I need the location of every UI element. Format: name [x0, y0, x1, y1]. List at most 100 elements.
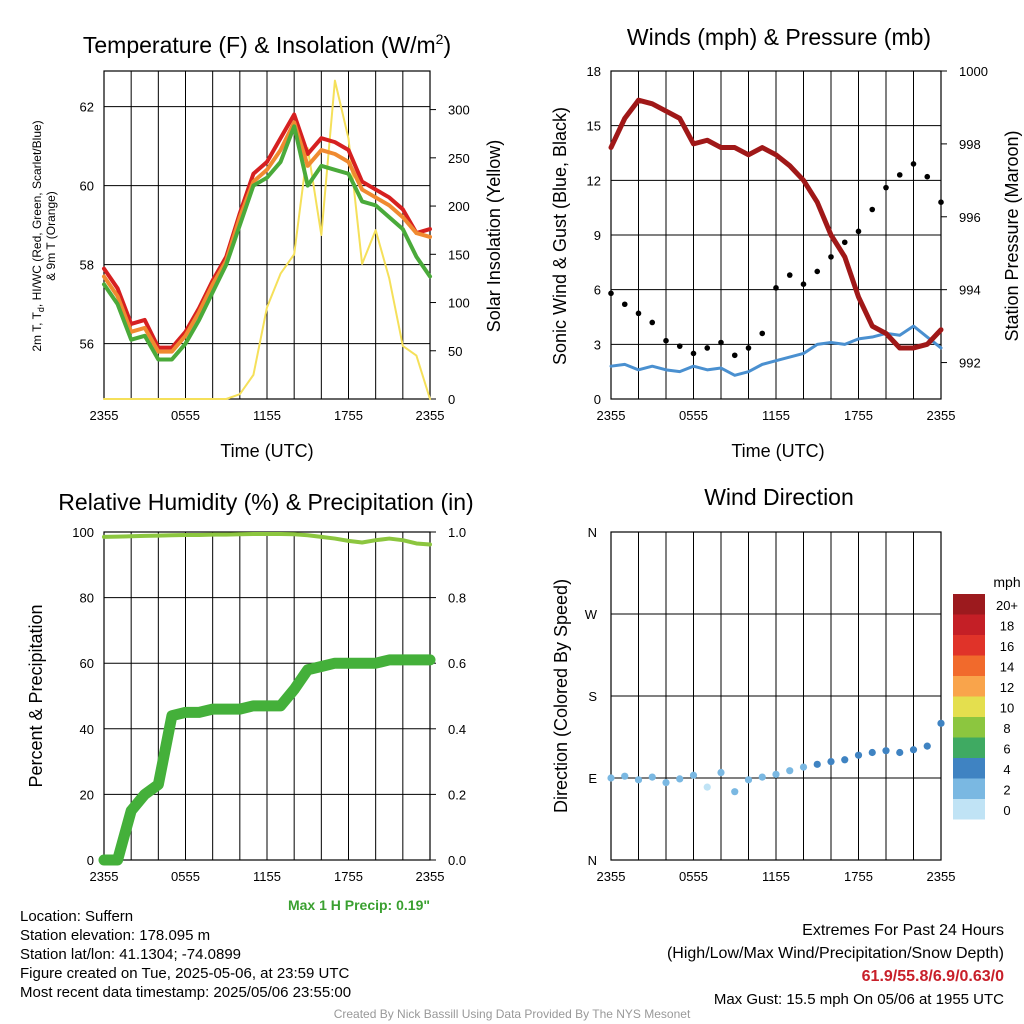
- gust-point: [814, 268, 821, 275]
- y2-tick-label: 0: [448, 392, 455, 407]
- colorbar-label: 8: [1003, 721, 1010, 736]
- temperature-title: Temperature (F) & Insolation (W/m2): [83, 31, 451, 58]
- recent-data-timestamp: Most recent data timestamp: 2025/05/06 2…: [20, 984, 352, 1001]
- y-tick-label: 18: [587, 64, 601, 79]
- y-tick-label: 15: [587, 119, 601, 134]
- y-tick-label: 40: [80, 722, 94, 737]
- colorbar-swatch: [953, 778, 985, 799]
- x-tick-label: 1155: [762, 869, 790, 884]
- gust-point: [869, 206, 876, 213]
- insolation-line: [103, 79, 431, 400]
- y2-tick-label: 998: [959, 137, 981, 152]
- gust-point: [649, 319, 656, 326]
- x-tick-label: 1155: [762, 408, 790, 423]
- x-tick-label: 1155: [253, 408, 281, 423]
- colorbar-label: 6: [1003, 742, 1010, 757]
- station-elevation: Station elevation: 178.095 m: [20, 927, 211, 944]
- gust-point: [938, 199, 944, 205]
- direction-point: [896, 748, 904, 757]
- colorbar-swatch: [953, 737, 985, 758]
- direction-point: [786, 767, 794, 775]
- extremes-heading: Extremes For Past 24 Hours: [802, 922, 1004, 939]
- max-gust: Max Gust: 15.5 mph On 05/06 at 1955 UTC: [713, 991, 1004, 1008]
- y2-tick-label: 994: [959, 283, 981, 298]
- temperature-panel: Temperature (F) & Insolation (W/m2) Time…: [30, 31, 504, 461]
- extremes-subheading: (High/Low/Max Wind/Precipitation/Snow De…: [666, 945, 1004, 962]
- y2-tick-label: 100: [448, 296, 470, 311]
- x-tick-label: 0555: [679, 408, 708, 423]
- station-latlon: Station lat/lon: 41.1304; -74.0899: [20, 946, 242, 963]
- direction-point: [607, 774, 615, 782]
- x-tick-label: 1755: [334, 408, 363, 423]
- direction-tick-label: W: [585, 607, 598, 622]
- direction-point: [772, 770, 780, 778]
- humidity-title: Relative Humidity (%) & Precipitation (i…: [58, 489, 473, 515]
- colorbar-swatch: [953, 696, 985, 717]
- x-tick-label: 0555: [679, 869, 708, 884]
- colorbar-label: 20+: [996, 598, 1018, 613]
- colorbar-label: 12: [1000, 680, 1014, 695]
- direction-point: [621, 772, 629, 780]
- gust-point: [883, 184, 889, 191]
- y2-tick-label: 0.0: [448, 853, 466, 868]
- y-tick-label: 0: [87, 853, 94, 868]
- y-tick-label: 3: [594, 337, 601, 352]
- y-tick-label: 58: [80, 258, 94, 273]
- gust-point: [841, 239, 848, 246]
- gust-point: [635, 310, 642, 317]
- gust-point: [663, 337, 669, 344]
- gust-point: [745, 345, 752, 351]
- gust-point: [731, 352, 738, 359]
- direction-point: [676, 775, 684, 783]
- y2-tick-label: 0.6: [448, 656, 466, 671]
- direction-point: [703, 783, 711, 791]
- y-tick-label: 80: [80, 591, 94, 606]
- temperature-9m-line: [102, 120, 432, 354]
- gust-point: [924, 173, 931, 180]
- y-tick-label: 100: [72, 525, 94, 540]
- precipitation-line: [98, 654, 436, 866]
- colorbar-swatch: [953, 635, 985, 656]
- direction-point: [854, 751, 863, 759]
- gust-point: [759, 330, 766, 337]
- colorbar-label: 2: [1003, 783, 1010, 798]
- wind-direction-panel: Wind Direction Direction (Colored By Spe…: [551, 484, 1021, 884]
- insolation-ylabel: Solar Insolation (Yellow): [484, 140, 504, 332]
- y2-tick-label: 300: [448, 103, 470, 118]
- gust-point: [690, 350, 697, 357]
- gust-point: [800, 281, 807, 288]
- pressure-line: [608, 97, 944, 351]
- direction-point: [868, 748, 876, 757]
- y2-tick-label: 50: [448, 344, 462, 359]
- y-tick-label: 56: [80, 337, 94, 352]
- colorbar-label: 16: [1000, 639, 1014, 654]
- extremes-values: 61.9/55.8/6.9/0.63/0: [861, 968, 1004, 985]
- x-tick-label: 2355: [90, 408, 119, 423]
- wind-direction-title: Wind Direction: [704, 484, 854, 510]
- y2-tick-label: 150: [448, 247, 470, 262]
- y-tick-label: 12: [587, 173, 601, 188]
- x-tick-label: 2355: [90, 869, 119, 884]
- gust-point: [621, 301, 628, 308]
- pressure-ylabel: Station Pressure (Maroon): [1002, 130, 1022, 341]
- colorbar-label: 18: [1000, 619, 1014, 634]
- temperature-ylabel-line2: & 9m T (Orange): [44, 191, 58, 281]
- y2-tick-label: 0.2: [448, 787, 466, 802]
- direction-point: [634, 776, 643, 784]
- direction-point: [937, 719, 945, 727]
- colorbar-swatch: [953, 799, 985, 820]
- station-location: Location: Suffern: [20, 908, 134, 925]
- credit-line: Created By Nick Bassill Using Data Provi…: [333, 1007, 691, 1021]
- winds-panel: Winds (mph) & Pressure (mb) Time (UTC) S…: [550, 24, 1022, 461]
- colorbar-label: 0: [1003, 803, 1010, 818]
- gust-point: [910, 161, 917, 167]
- temperature-xlabel: Time (UTC): [220, 441, 313, 461]
- y-tick-label: 20: [80, 787, 94, 802]
- gust-point: [773, 285, 779, 291]
- y-tick-label: 60: [80, 179, 94, 194]
- direction-tick-label: S: [588, 689, 597, 704]
- direction-point: [799, 763, 808, 771]
- y2-tick-label: 0.8: [448, 591, 466, 606]
- direction-point: [689, 771, 698, 779]
- direction-point: [648, 773, 656, 781]
